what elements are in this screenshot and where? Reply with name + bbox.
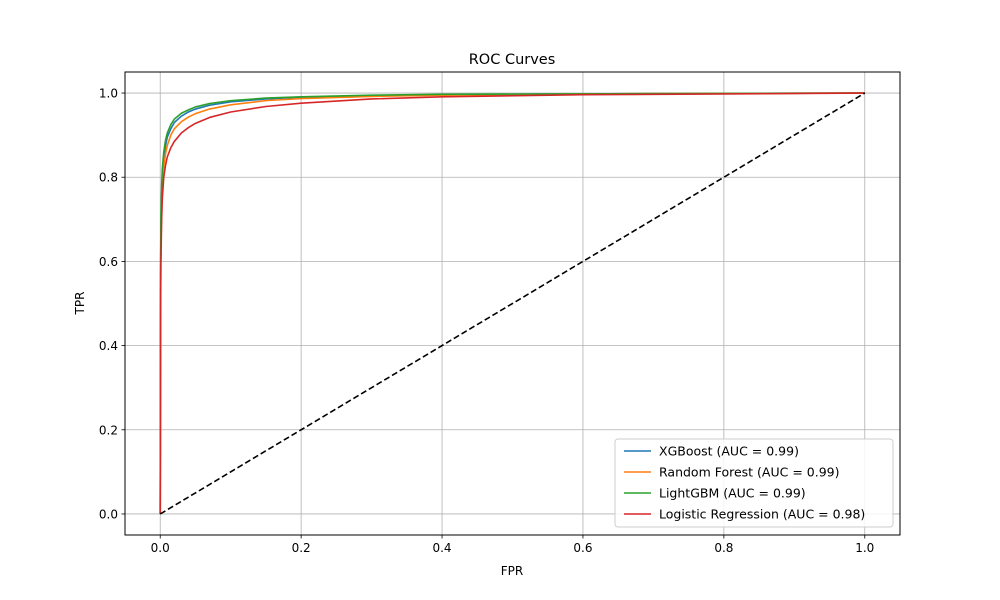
ticks: 0.0 0.2 0.4 0.6 0.8 1.0 0.0 0.2 0.4 0.6 0.8 1.0 <box>99 87 874 555</box>
x-tick-label: 0.6 <box>573 541 592 555</box>
x-tick-label: 0.4 <box>432 541 451 555</box>
curves <box>159 92 866 515</box>
chart-title: ROC Curves <box>469 52 556 68</box>
y-tick-label: 0.2 <box>99 423 118 437</box>
grid-lines <box>125 72 900 535</box>
x-tick-label: 0.2 <box>292 541 311 555</box>
axes-frame <box>124 71 901 536</box>
x-tick-label: 0.8 <box>714 541 733 555</box>
y-tick-label: 0.4 <box>99 339 118 353</box>
x-axis-label: FPR <box>501 564 523 578</box>
roc-curve-series-3 <box>159 92 865 514</box>
y-tick-label: 0.8 <box>99 171 118 185</box>
legend-box <box>614 438 894 528</box>
legend-label: LightGBM (AUC = 0.99) <box>659 486 806 501</box>
y-tick-label: 0.6 <box>99 255 118 269</box>
roc-curve-series-2 <box>159 92 865 514</box>
x-tick-label: 0.0 <box>151 541 170 555</box>
legend: XGBoost (AUC = 0.99) Random Forest (AUC =… <box>614 438 894 528</box>
y-axis-label: TPR <box>73 292 87 316</box>
legend-label: XGBoost (AUC = 0.99) <box>659 444 799 459</box>
legend-label: Random Forest (AUC = 0.99) <box>659 465 840 480</box>
y-tick-label: 0.0 <box>99 507 118 521</box>
x-tick-label: 1.0 <box>855 541 874 555</box>
random-baseline-line <box>159 92 866 515</box>
legend-label: Logistic Regression (AUC = 0.98) <box>659 507 865 522</box>
y-tick-label: 1.0 <box>99 87 118 101</box>
